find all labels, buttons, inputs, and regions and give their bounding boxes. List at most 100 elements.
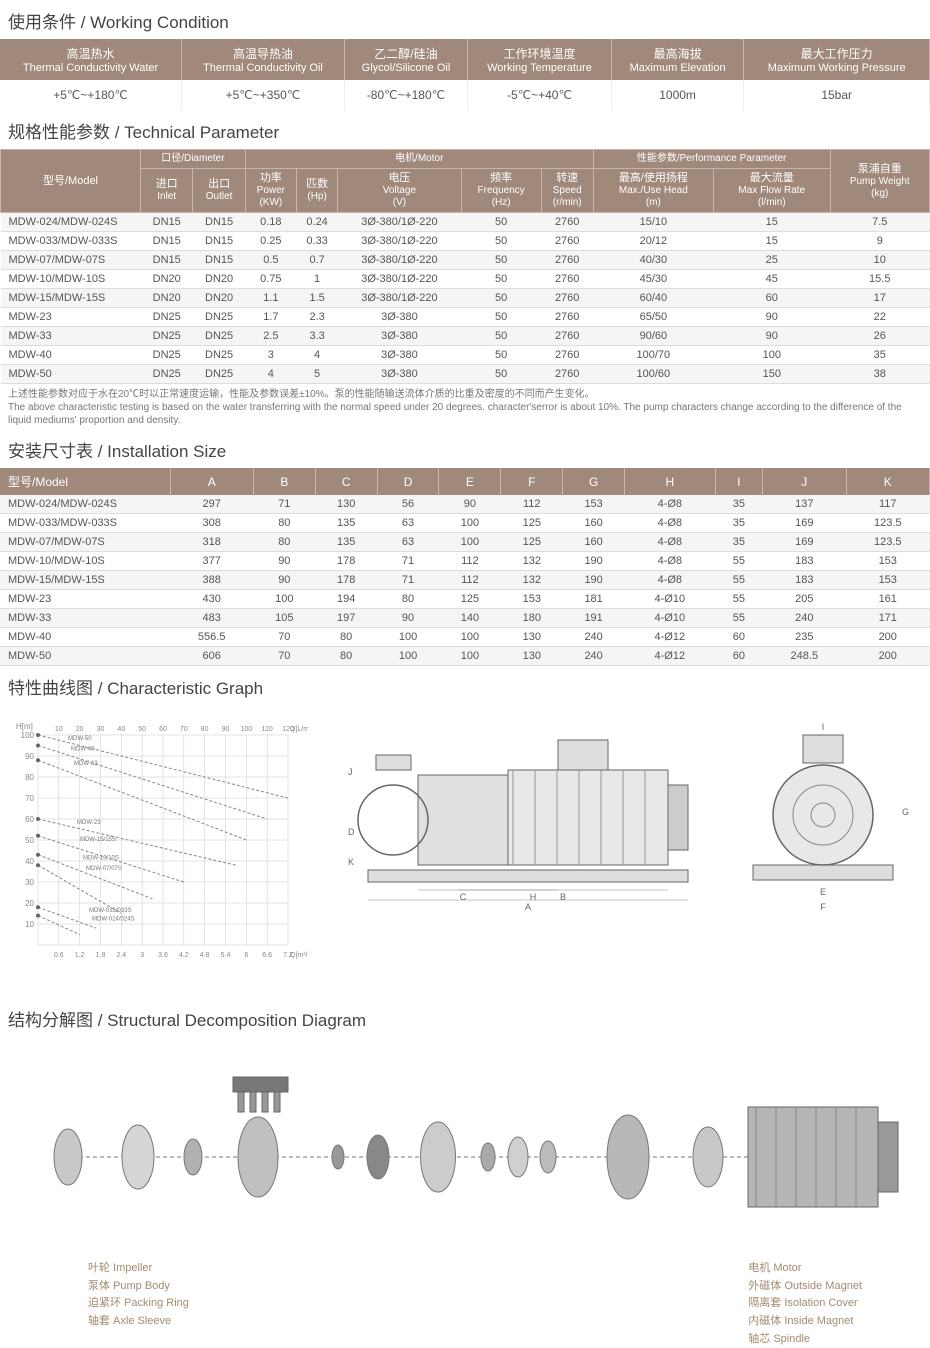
struct-label: 内磁体 Inside Magnet [748,1313,862,1331]
dimension-diagrams: ABCHJDK IEFG [328,715,922,925]
svg-text:110: 110 [262,726,273,733]
wc-header: 最大工作压力Maximum Working Pressure [744,39,930,80]
table-row: MDW-40DN25DN25343Ø-380502760100/7010035 [1,346,930,365]
svg-text:70: 70 [25,794,34,803]
svg-text:90: 90 [222,726,230,733]
wc-value: -5℃~+40℃ [468,80,612,110]
svg-text:30: 30 [25,878,34,887]
wc-value: +5℃~+350℃ [182,80,345,110]
wc-header: 最高海拔Maximum Elevation [611,39,744,80]
table-row: MDW-10/MDW-10SDN20DN200.7513Ø-380/1Ø-220… [1,270,930,289]
svg-text:6: 6 [244,952,248,959]
svg-text:3: 3 [140,952,144,959]
structural-labels-right: 电机 Motor外磁体 Outside Magnet隔离套 Isolation … [748,1260,862,1348]
section-title-technical: 规格性能参数 / Technical Parameter [8,118,930,143]
svg-text:Q[m³/h]: Q[m³/h] [290,952,308,959]
svg-text:E: E [820,887,826,897]
technical-parameter-table: 型号/Model口径/Diameter电机/Motor性能参数/Performa… [0,149,930,384]
svg-text:G: G [902,807,909,817]
svg-text:MDW-15/15S: MDW-15/15S [80,837,116,843]
svg-text:F: F [820,902,826,912]
table-row: MDW-40556.570801001001302404-Ø1260235200 [0,628,930,647]
wc-value: +5℃~+180℃ [0,80,182,110]
svg-text:4.2: 4.2 [179,952,189,959]
svg-text:H[m]: H[m] [16,722,33,731]
svg-text:20: 20 [25,899,34,908]
svg-text:MDW-40: MDW-40 [71,747,95,753]
characteristic-chart: 102030405060708090100100.6201.2301.8402.… [8,715,308,988]
table-row: MDW-10/MDW-10S37790178711121321904-Ø8551… [0,552,930,571]
svg-text:C: C [460,892,467,902]
wc-header: 高温热水Thermal Conductivity Water [0,39,182,80]
struct-label: 隔离套 Isolation Cover [748,1295,862,1313]
svg-text:MDW-23: MDW-23 [77,820,101,826]
svg-text:30: 30 [97,726,105,733]
wc-header: 高温导热油Thermal Conductivity Oil [182,39,345,80]
svg-text:1.2: 1.2 [75,952,85,959]
svg-text:10: 10 [25,920,34,929]
svg-text:50: 50 [138,726,146,733]
side-view-diagram: A B C H J D K [328,715,718,925]
struct-label: 外磁体 Outside Magnet [748,1278,862,1296]
installation-size-table: 型号/ModelABCDEFGHIJK MDW-024/MDW-024S2977… [0,468,930,666]
struct-label: 叶轮 Impeller [88,1260,189,1278]
table-row: MDW-15/MDW-15S38890178711121321904-Ø8551… [0,571,930,590]
svg-text:40: 40 [25,857,34,866]
svg-text:J: J [348,767,353,777]
svg-text:90: 90 [25,752,34,761]
svg-text:60: 60 [159,726,167,733]
svg-text:3.6: 3.6 [158,952,168,959]
svg-text:A: A [525,902,531,912]
svg-text:100: 100 [240,726,252,733]
title-cn: 使用条件 [8,13,76,32]
svg-text:B: B [560,892,566,902]
svg-text:MDW-07/07S: MDW-07/07S [86,866,122,872]
svg-text:5.4: 5.4 [221,952,231,959]
table-row: MDW-5060670801001001302404-Ø1260248.5200 [0,647,930,666]
struct-label: 迫紧环 Packing Ring [88,1295,189,1313]
working-condition-table: 高温热水Thermal Conductivity Water高温导热油Therm… [0,39,930,110]
svg-text:0.6: 0.6 [54,952,64,959]
svg-text:K: K [348,857,354,867]
table-row: MDW-50DN25DN25453Ø-380502760100/6015038 [1,365,930,384]
struct-label: 电机 Motor [748,1260,862,1278]
wc-value: 15bar [744,80,930,110]
svg-text:Q[L/min]: Q[L/min] [290,726,308,733]
wc-value: 1000m [611,80,744,110]
section-title-working-condition: 使用条件 / Working Condition [8,8,930,33]
svg-text:20: 20 [76,726,84,733]
note: 上述性能参数对应于水在20℃时以正常速度运输，性能及参数误差±10%。泵的性能随… [8,388,922,427]
table-row: MDW-07/MDW-07SDN15DN150.50.73Ø-380/1Ø-22… [1,251,930,270]
svg-text:MDW-10/10S: MDW-10/10S [83,856,119,862]
table-row: MDW-033/MDW-033S30880135631001251604-Ø83… [0,514,930,533]
table-row: MDW-07/MDW-07S31880135631001251604-Ø8351… [0,533,930,552]
table-row: MDW-23DN25DN251.72.33Ø-38050276065/50902… [1,308,930,327]
svg-text:4.8: 4.8 [200,952,210,959]
wc-value: -80℃~+180℃ [344,80,467,110]
struct-label: 轴芯 Spindle [748,1331,862,1348]
svg-text:D: D [348,827,355,837]
svg-text:60: 60 [25,815,34,824]
wc-header: 乙二醇/硅油Glycol/Silicone Oil [344,39,467,80]
svg-text:MDW-033/033S: MDW-033/033S [89,908,132,914]
svg-text:80: 80 [25,773,34,782]
table-row: MDW-33483105197901401801914-Ø1055240171 [0,609,930,628]
struct-label: 泵体 Pump Body [88,1278,189,1296]
structural-labels-left: 叶轮 Impeller泵体 Pump Body迫紧环 Packing Ring轴… [88,1260,189,1348]
section-title-structural: 结构分解图 / Structural Decomposition Diagram [8,1006,930,1031]
svg-text:H: H [530,892,537,902]
svg-text:1.8: 1.8 [96,952,106,959]
svg-text:50: 50 [25,836,34,845]
front-view-diagram: IEFG [728,715,918,925]
structural-diagram: 叶轮 Impeller泵体 Pump Body迫紧环 Packing Ring轴… [0,1037,930,1317]
section-title-installation: 安装尺寸表 / Installation Size [8,437,930,462]
table-row: MDW-024/MDW-024S2977113056901121534-Ø835… [0,495,930,514]
title-en: Working Condition [90,13,229,32]
table-row: MDW-033/MDW-033SDN15DN150.250.333Ø-380/1… [1,232,930,251]
svg-text:MDW-33: MDW-33 [74,761,98,767]
table-row: MDW-23430100194801251531814-Ø1055205161 [0,590,930,609]
table-row: MDW-33DN25DN252.53.33Ø-38050276090/60902… [1,327,930,346]
svg-text:10: 10 [55,726,63,733]
svg-text:80: 80 [201,726,209,733]
table-row: MDW-024/MDW-024SDN15DN150.180.243Ø-380/1… [1,213,930,232]
